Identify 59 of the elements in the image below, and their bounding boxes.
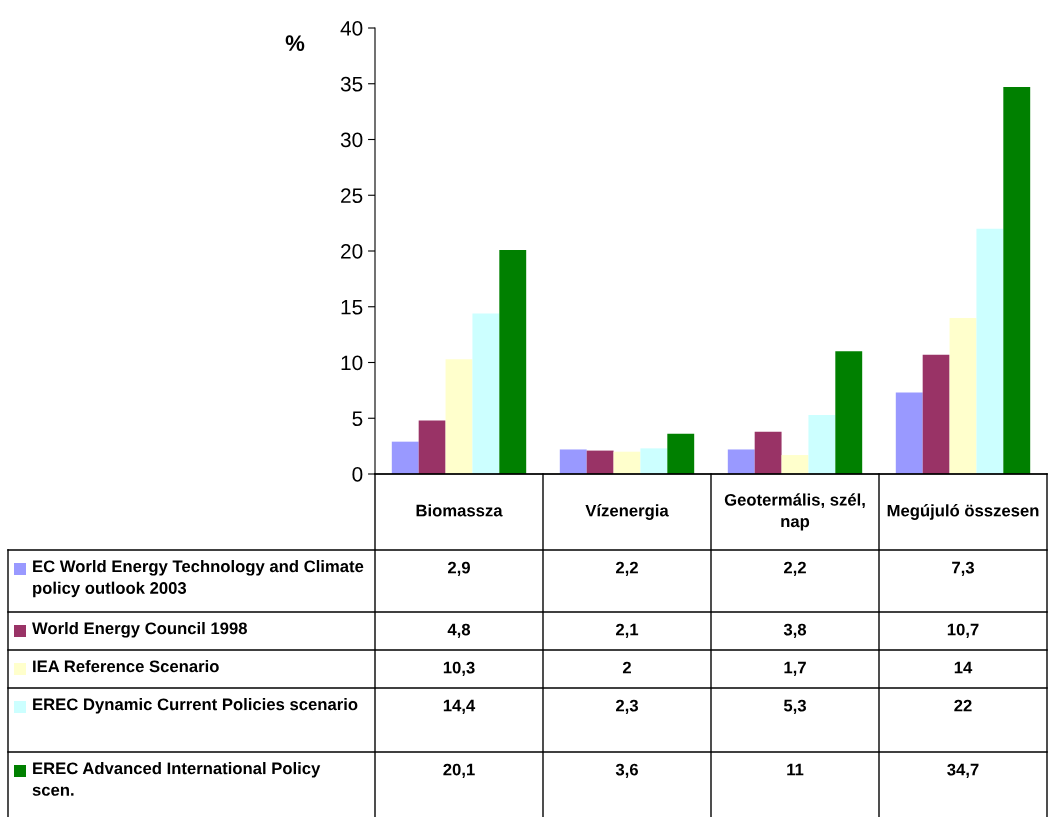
legend-label: EC World Energy Technology and Climate policy outlook 2003 <box>33 560 364 598</box>
data-label: 20,1 <box>443 763 475 778</box>
x-tick-label: Geotermális, szél, nap <box>724 493 865 531</box>
bar <box>586 450 614 474</box>
data-label: 4,8 <box>447 623 471 638</box>
y-tick-label: 30 <box>340 132 363 148</box>
bar <box>499 249 527 474</box>
data-label: 2 <box>622 661 631 674</box>
data-label: 2,3 <box>615 699 638 714</box>
y-tick-label: 20 <box>341 244 363 259</box>
bar <box>895 392 923 474</box>
data-label: 11 <box>787 763 804 776</box>
bar <box>835 351 863 474</box>
x-tick-label: Biomassza <box>416 504 503 517</box>
data-label: 34,7 <box>947 763 979 778</box>
legend-label: EREC Advanced International Policy scen. <box>32 762 321 796</box>
bar <box>976 228 1004 474</box>
x-tick-label: Vízenergia <box>585 504 669 520</box>
bar <box>754 431 782 474</box>
data-label: 2,1 <box>615 623 639 638</box>
y-tick-label: 0 <box>352 467 363 482</box>
bar <box>949 317 977 474</box>
data-label: 2,2 <box>615 561 638 576</box>
bar <box>640 448 668 474</box>
data-label: 2,2 <box>783 561 806 576</box>
bar <box>391 441 419 474</box>
y-tick-label: 10 <box>341 355 363 371</box>
y-tick-label: 25 <box>341 188 363 203</box>
legend-label: IEA Reference Scenario <box>33 660 219 673</box>
bar <box>445 359 473 474</box>
data-label: 10,7 <box>947 623 979 638</box>
y-tick-label: 5 <box>352 411 363 426</box>
bar <box>667 433 695 474</box>
bar <box>1003 87 1031 474</box>
data-label: 3,8 <box>783 623 807 638</box>
y-tick-label: 15 <box>341 299 363 315</box>
y-axis-title: % <box>285 35 305 51</box>
bar <box>781 455 809 474</box>
bar <box>472 313 500 474</box>
y-tick-label: 35 <box>340 76 363 92</box>
legend-label: World Energy Council 1998 <box>32 622 247 638</box>
bar <box>922 354 950 474</box>
bar <box>559 449 587 474</box>
data-label: 5,3 <box>783 699 806 714</box>
data-label: 14 <box>954 661 973 674</box>
data-label: 2,9 <box>447 561 470 576</box>
x-tick-label: Megújuló összesen <box>887 504 1039 520</box>
data-label: 22 <box>954 699 972 712</box>
bar <box>613 451 641 474</box>
bar <box>418 420 446 474</box>
bar <box>808 414 836 474</box>
legend-label: EREC Dynamic Current Policies scenario <box>33 698 358 714</box>
bar <box>727 449 755 474</box>
data-label: 3,6 <box>615 763 638 778</box>
data-label: 7,3 <box>952 561 974 576</box>
y-tick-label: 40 <box>340 21 363 36</box>
data-label: 14,4 <box>443 699 476 714</box>
data-label: 10,3 <box>443 661 475 676</box>
data-label: 1,7 <box>784 661 806 676</box>
